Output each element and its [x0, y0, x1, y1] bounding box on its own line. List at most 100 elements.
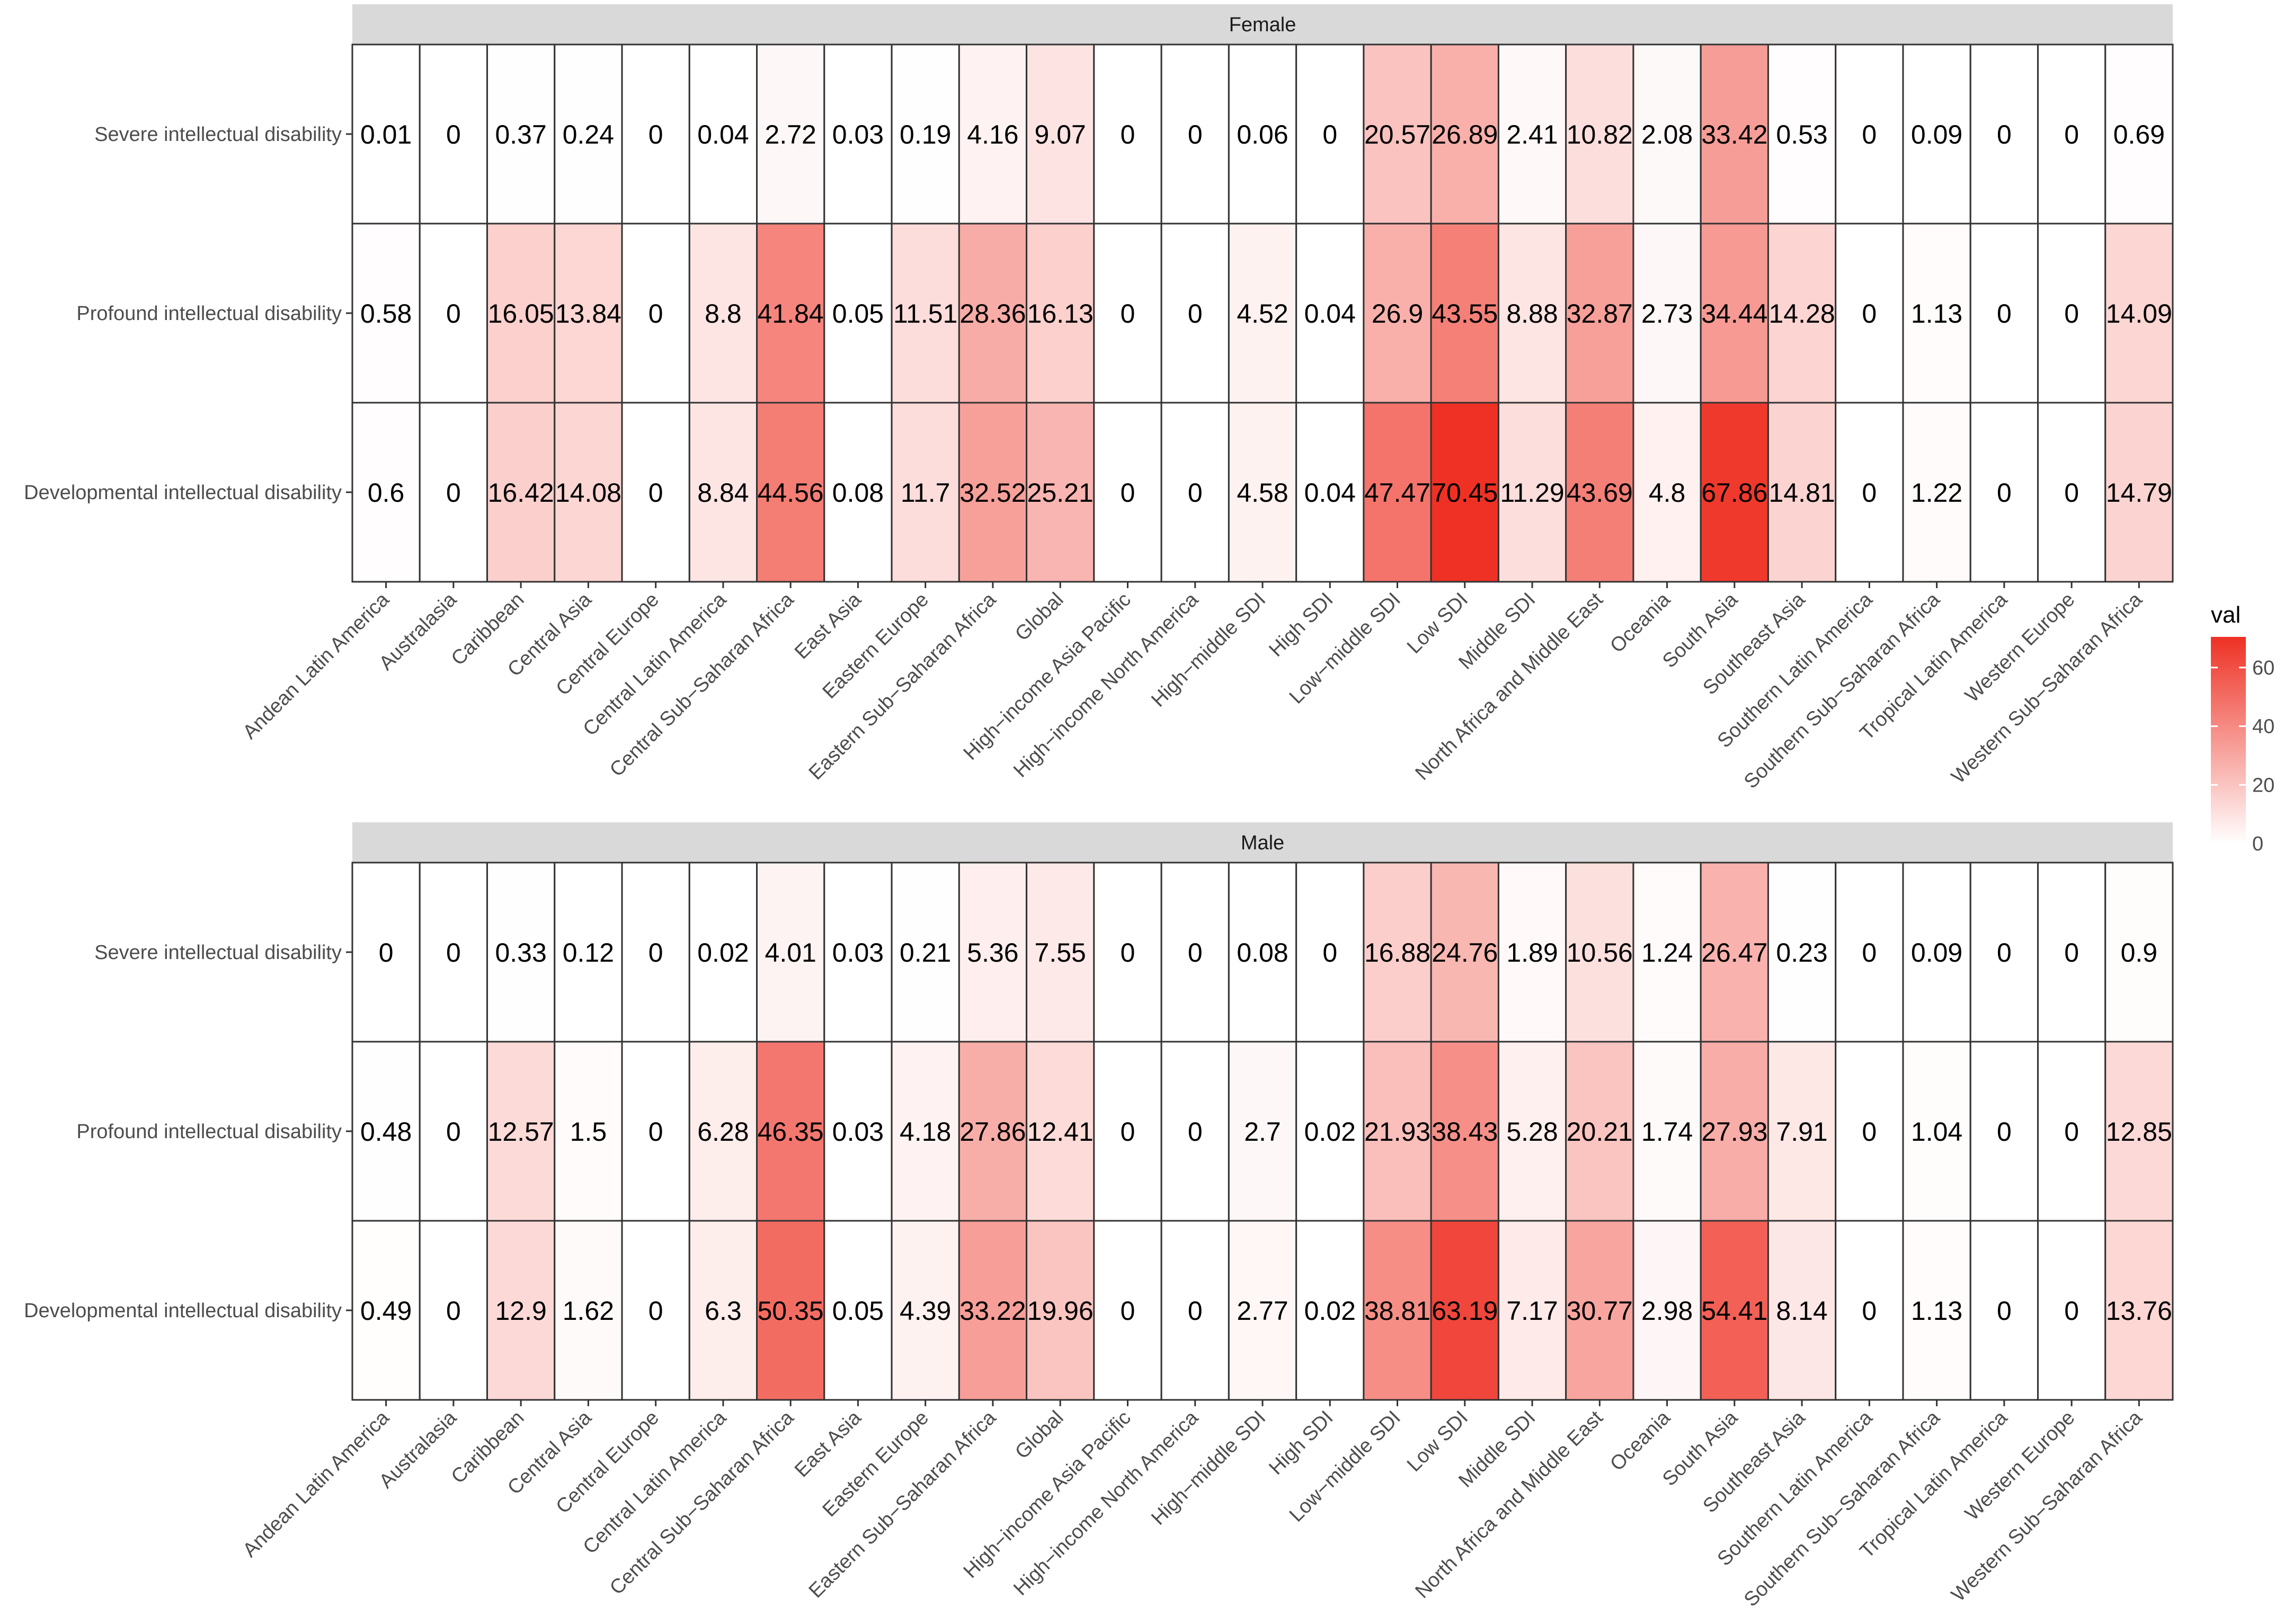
heatmap-cell: [1295, 862, 1365, 1043]
y-tick-label: Severe intellectual disability: [94, 123, 342, 146]
cell-value-label: 0: [1188, 938, 1203, 968]
cell-value-label: 20.57: [1364, 120, 1430, 149]
cell-value-label: 0.04: [697, 120, 749, 149]
cell-value-label: 0: [2064, 1296, 2079, 1326]
heatmap-cell: [1902, 43, 1971, 225]
cell-value-label: 0.09: [1911, 120, 1962, 149]
cell-value-label: 0: [1322, 938, 1337, 968]
heatmap-cell: [688, 1220, 758, 1401]
heatmap-cell: [1700, 43, 1769, 225]
x-tick-label: High SDI: [1265, 589, 1337, 661]
cell-value-label: 9.07: [1035, 120, 1086, 149]
cell-value-label: 1.04: [1911, 1117, 1962, 1147]
heatmap-cell: [1497, 1220, 1567, 1401]
cell-value-label: 0.09: [1911, 938, 1962, 968]
cell-value-label: 2.73: [1641, 299, 1693, 329]
cell-value-label: 0: [1188, 1117, 1203, 1147]
heatmap-cell: [1363, 1041, 1432, 1222]
cell-value-label: 14.08: [555, 478, 621, 508]
cell-value-label: 4.18: [900, 1117, 951, 1147]
heatmap-cell: [1093, 223, 1162, 404]
cell-value-label: 16.13: [1027, 299, 1094, 329]
cell-value-label: 27.93: [1701, 1117, 1767, 1147]
cell-value-label: 0.9: [2121, 938, 2158, 968]
cell-value-label: 33.22: [959, 1296, 1026, 1326]
cell-value-label: 16.88: [1364, 938, 1430, 968]
cell-value-label: 7.55: [1035, 938, 1086, 968]
cell-value-label: 33.42: [1701, 120, 1767, 149]
heatmap-cell: [1767, 862, 1837, 1043]
heatmap-cell: [1026, 1041, 1095, 1222]
heatmap-cell: [1902, 1220, 1971, 1401]
heatmap-cell: [1902, 1041, 1971, 1222]
cell-value-label: 12.9: [495, 1296, 546, 1326]
heatmap-cell: [1835, 862, 1904, 1043]
heatmap-cell: [1430, 1220, 1499, 1401]
heatmap-cell: [1363, 862, 1432, 1043]
y-tick-label: Profound intellectual disability: [76, 1121, 342, 1143]
cell-value-label: 70.45: [1432, 478, 1498, 508]
cell-value-label: 20.21: [1567, 1117, 1633, 1147]
cell-value-label: 0: [2064, 478, 2079, 508]
heatmap-cell: [688, 1041, 758, 1222]
cell-value-label: 11.51: [893, 299, 957, 329]
cell-value-label: 8.8: [705, 299, 742, 329]
heatmap-cell: [1363, 1220, 1432, 1401]
heatmap-cell: [1160, 223, 1230, 404]
cell-value-label: 14.09: [2106, 299, 2172, 329]
x-tick-label: High−middle SDI: [1147, 589, 1270, 712]
x-tick-label: Andean Latin America: [238, 1406, 394, 1561]
heatmap-cell: [1969, 862, 2039, 1043]
x-tick-label: Global: [1011, 1407, 1068, 1463]
heatmap-cell: [1430, 402, 1499, 583]
cell-value-label: 38.81: [1364, 1296, 1430, 1326]
heatmap-cell: [823, 862, 893, 1043]
cell-value-label: 4.01: [765, 938, 816, 968]
cell-value-label: 5.28: [1506, 1117, 1558, 1147]
heatmap-cell: [1632, 862, 1702, 1043]
cell-value-label: 0: [1121, 1296, 1135, 1326]
heatmap-cell: [756, 1041, 825, 1222]
cell-value-label: 30.77: [1567, 1296, 1633, 1326]
heatmap-cell: [891, 402, 960, 583]
panel-female: Female 0.01 0 0.37 0.24 0 0.04 2.72 0.03 0.19 4.16…: [24, 4, 2174, 793]
heatmap-cell: [958, 1220, 1028, 1401]
cell-value-label: 0: [1862, 1296, 1877, 1326]
cell-value-label: 0: [1997, 1296, 2012, 1326]
heatmap-cell: [1228, 862, 1297, 1043]
cell-value-label: 0.37: [495, 120, 546, 149]
cell-value-label: 0.01: [360, 120, 412, 149]
cell-value-label: 16.05: [488, 299, 554, 329]
heatmap-cell: [2037, 223, 2107, 404]
heatmap-cell: [1565, 862, 1634, 1043]
cell-value-label: 11.29: [1500, 478, 1564, 508]
heatmap-cell: [2104, 1220, 2174, 1401]
cell-value-label: 0.33: [495, 938, 546, 968]
cell-value-label: 4.58: [1237, 478, 1288, 508]
heatmap-cell: [419, 223, 488, 404]
cell-value-label: 24.76: [1432, 938, 1498, 968]
facet-strip: [352, 4, 2173, 45]
heatmap-cell: [1835, 43, 1904, 225]
cell-value-label: 0: [1121, 299, 1135, 329]
cell-value-label: 0.53: [1776, 120, 1827, 149]
cell-value-label: 0.03: [832, 938, 884, 968]
heatmap-cell: [1430, 862, 1499, 1043]
heatmap-cell: [756, 43, 825, 225]
cell-value-label: 0.03: [832, 1117, 884, 1147]
x-tick-label: High SDI: [1265, 1407, 1337, 1479]
cell-value-label: 19.96: [1027, 1296, 1094, 1326]
heatmap-cell: [486, 862, 556, 1043]
heatmap-cell: [621, 1220, 690, 1401]
heatmap-cell: [1026, 402, 1095, 583]
cell-value-label: 0: [648, 299, 663, 329]
heatmap-cell: [1632, 43, 1702, 225]
cell-value-label: 10.82: [1567, 120, 1633, 149]
heatmap-cell: [1767, 1041, 1837, 1222]
heatmap-cell: [891, 1220, 960, 1401]
heatmap-cell: [1093, 862, 1162, 1043]
cell-value-label: 32.87: [1567, 299, 1633, 329]
cell-value-label: 8.88: [1506, 299, 1558, 329]
heatmap-cell: [1767, 1220, 1837, 1401]
cell-value-label: 0: [648, 938, 663, 968]
